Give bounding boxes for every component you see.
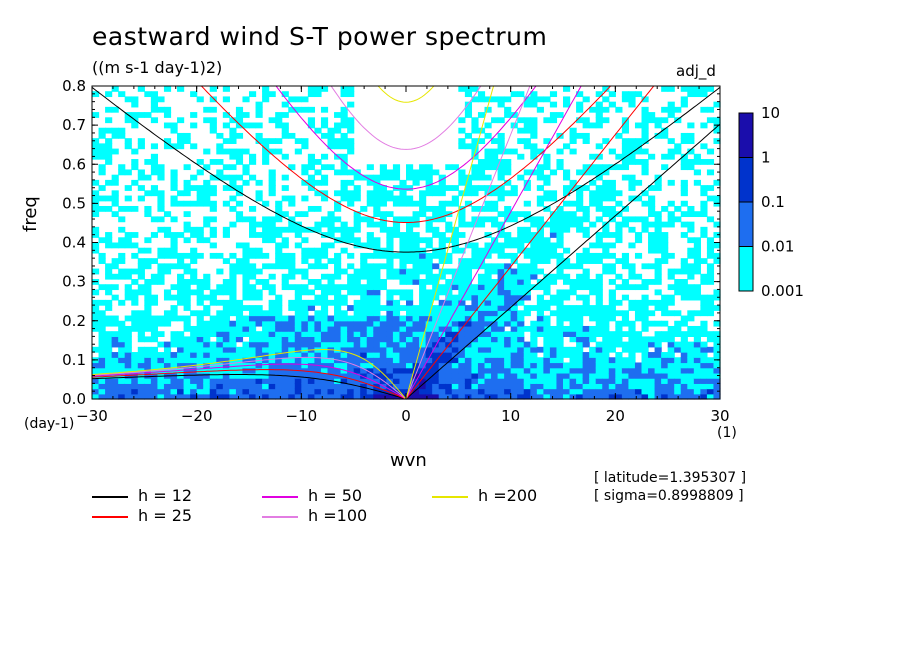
y-tick-label: 0.0 [62, 390, 86, 408]
colorbar-label: 1 [761, 149, 771, 167]
y-tick-label: 0.7 [62, 116, 86, 134]
dispersion-curve-h200-kelvin [405, 86, 495, 399]
legend-label-h50: h = 50 [308, 486, 363, 505]
y-tick-label: 0.1 [62, 351, 86, 369]
dispersion-curve-h12-ig [92, 86, 720, 253]
dispersion-curve-h25-kelvin [405, 86, 655, 399]
legend-swatch-h25 [92, 516, 128, 518]
legend-label-h200: h =200 [478, 486, 538, 505]
y-tick-label: 0.2 [62, 312, 86, 330]
colorbar-segment [738, 246, 754, 292]
y-axis-label: freq [20, 196, 41, 232]
x-axis-label: wvn [390, 450, 427, 471]
dispersion-curve-h50-kelvin [405, 86, 582, 399]
dispersion-curve-h200-ig [377, 86, 435, 103]
dispersion-curve-h25-ig [200, 86, 612, 223]
x-tick-label: −30 [76, 407, 108, 425]
x-tick-label: 30 [710, 407, 729, 425]
legend-label-h25: h = 25 [138, 506, 193, 525]
latitude-info: [ latitude=1.395307 ] [594, 470, 747, 486]
legend-swatch-h12 [92, 496, 128, 498]
dispersion-curve-h25-rossby [92, 369, 407, 399]
colorbar-label: 0.01 [761, 238, 794, 256]
dispersion-curve-h50-rossby [92, 363, 407, 399]
x-axis-unit: (1) [717, 425, 737, 441]
y-tick-label: 0.3 [62, 273, 86, 291]
x-tick-label: 20 [606, 407, 625, 425]
colorbar-segment [738, 157, 754, 203]
legend-swatch-h100 [262, 516, 298, 518]
x-tick-label: 10 [501, 407, 520, 425]
y-tick-label: 0.4 [62, 234, 86, 252]
dispersion-curve-h200-rossby [92, 349, 407, 399]
colorbar-segment [738, 112, 754, 158]
dispersion-curve-h100-rossby [92, 356, 407, 399]
dispersion-curve-h100-kelvin [405, 86, 531, 399]
legend-swatch-h200 [432, 496, 468, 498]
x-tick-label: −20 [181, 407, 213, 425]
y-tick-label: 0.5 [62, 194, 86, 212]
legend-label-h100: h =100 [308, 506, 368, 525]
dispersion-curve-h100-ig [330, 86, 482, 150]
colorbar-label: 0.1 [761, 193, 785, 211]
experiment-tag: adj_d [676, 62, 716, 80]
colorbar-label: 10 [761, 104, 780, 122]
dispersion-curve-h12-rossby [92, 374, 407, 399]
chart-title: eastward wind S-T power spectrum [92, 22, 548, 51]
dispersion-curve-h50-ig [275, 86, 537, 190]
x-tick-label: −10 [286, 407, 318, 425]
colorbar-label: 0.001 [761, 282, 804, 300]
dispersion-curve-h12-kelvin [405, 123, 720, 399]
legend-swatch-h50 [262, 496, 298, 498]
units-label: ((m s-1 day-1)2) [92, 58, 223, 77]
y-axis-unit: (day-1) [24, 416, 75, 432]
colorbar-segment [738, 201, 754, 247]
legend-label-h12: h = 12 [138, 486, 193, 505]
sigma-info: [ sigma=0.8998809 ] [594, 488, 744, 504]
power-field [92, 86, 721, 400]
y-tick-label: 0.6 [62, 155, 86, 173]
x-tick-label: 0 [401, 407, 411, 425]
y-tick-label: 0.8 [62, 77, 86, 95]
